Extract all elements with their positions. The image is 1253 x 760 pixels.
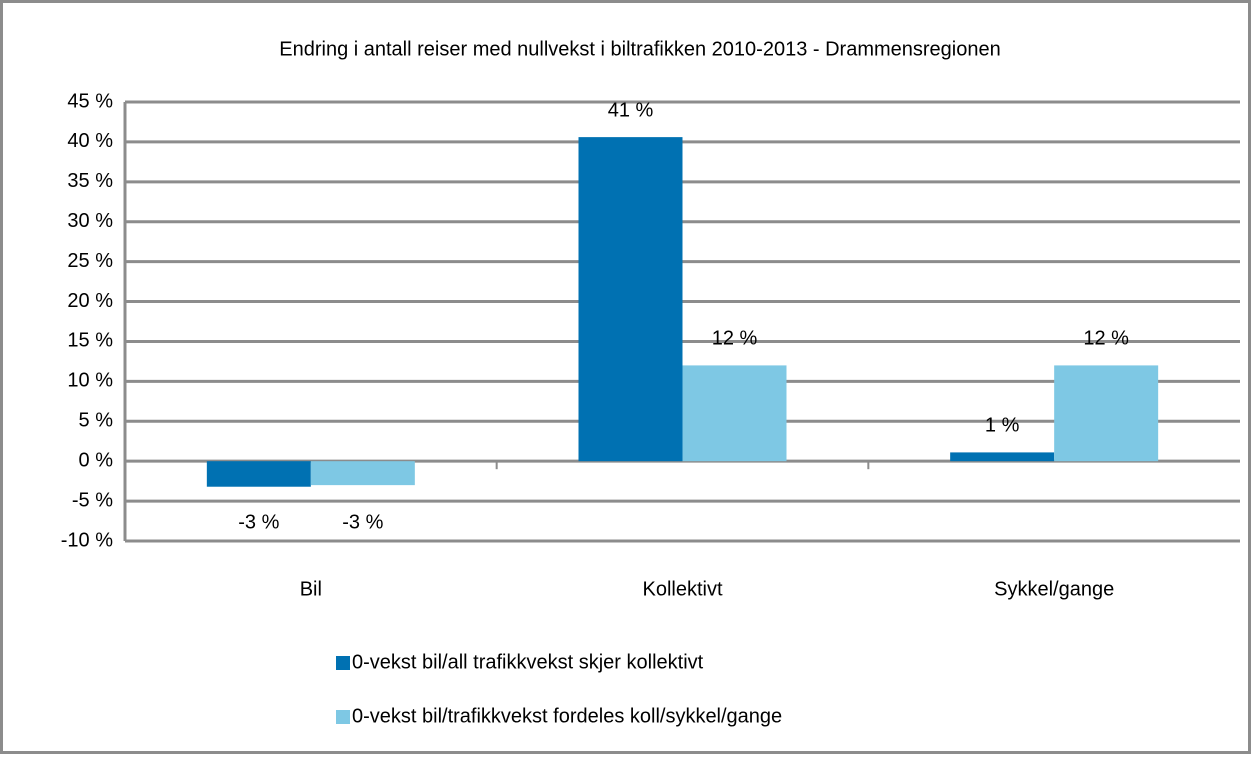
y-tick-label: 5 % (79, 410, 114, 432)
legend-swatch (336, 656, 350, 670)
bar (950, 452, 1055, 462)
bar (682, 365, 787, 462)
y-tick-label: 25 % (67, 250, 113, 272)
y-tick-label: -10 % (61, 529, 113, 551)
bar (310, 461, 415, 486)
y-tick-label: 20 % (67, 290, 113, 312)
x-tick-label: Bil (300, 578, 322, 600)
legend-label: 0-vekst bil/trafikkvekst fordeles koll/s… (352, 705, 782, 727)
data-label: 12 % (1083, 328, 1129, 350)
y-tick-label: 15 % (67, 330, 113, 352)
data-label: 12 % (712, 328, 758, 350)
bar (578, 137, 683, 462)
legend-swatch (336, 710, 350, 724)
data-label: 41 % (608, 99, 654, 121)
y-tick-label: 10 % (67, 370, 113, 392)
x-tick-label: Sykkel/gange (994, 578, 1114, 600)
y-tick-label: 0 % (79, 449, 114, 471)
bar (206, 461, 311, 487)
x-tick-label: Kollektivt (642, 578, 722, 600)
y-tick-label: 40 % (67, 130, 113, 152)
bar (1054, 365, 1159, 462)
y-tick-label: 45 % (67, 90, 113, 112)
chart-title: Endring i antall reiser med nullvekst i … (279, 38, 1000, 60)
y-tick-label: 35 % (67, 170, 113, 192)
data-label: -3 % (342, 511, 383, 533)
y-tick-label: -5 % (72, 489, 113, 511)
data-label: 1 % (985, 415, 1020, 437)
data-label: -3 % (238, 511, 279, 533)
y-tick-label: 30 % (67, 210, 113, 232)
legend-label: 0-vekst bil/all trafikkvekst skjer kolle… (352, 651, 704, 673)
